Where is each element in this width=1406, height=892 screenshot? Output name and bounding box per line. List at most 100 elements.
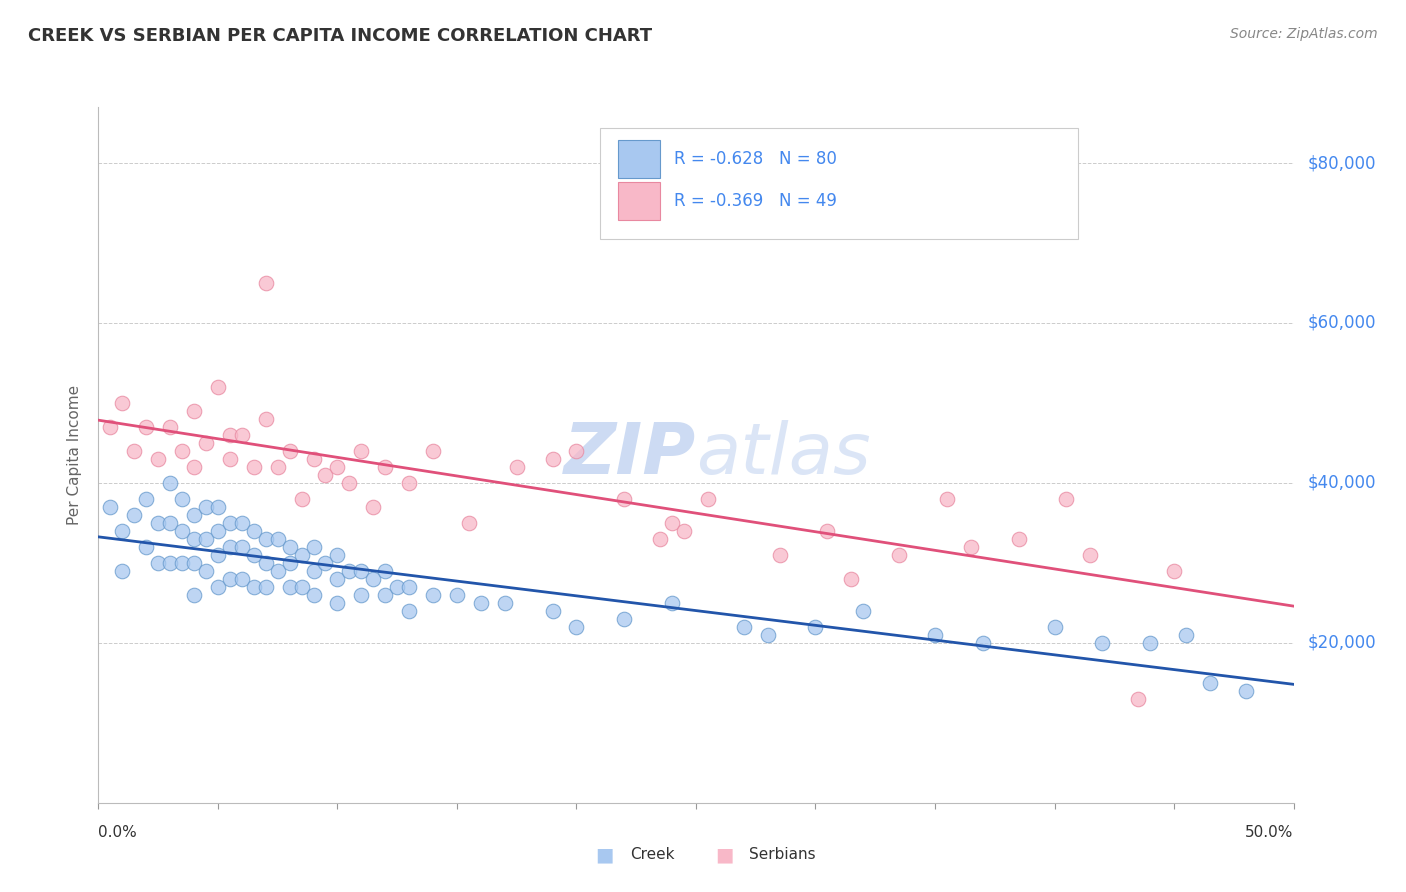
Point: [135, 491, 157, 506]
Point: [243, 548, 266, 562]
Text: Source: ZipAtlas.com: Source: ZipAtlas.com: [1230, 27, 1378, 41]
Point: [374, 459, 396, 474]
Point: [350, 564, 373, 578]
Point: [924, 628, 946, 642]
Point: [1091, 636, 1114, 650]
Point: [302, 564, 325, 578]
Point: [815, 524, 838, 538]
Point: [219, 451, 242, 466]
Point: [219, 428, 242, 442]
Text: CREEK VS SERBIAN PER CAPITA INCOME CORRELATION CHART: CREEK VS SERBIAN PER CAPITA INCOME CORRE…: [28, 27, 652, 45]
Point: [267, 564, 290, 578]
Point: [565, 444, 588, 458]
Point: [1198, 676, 1220, 690]
Point: [194, 500, 217, 514]
Point: [194, 564, 217, 578]
Point: [183, 459, 205, 474]
Point: [124, 444, 146, 458]
Point: [1128, 691, 1150, 706]
Point: [183, 532, 205, 546]
Point: [254, 276, 277, 290]
Point: [207, 500, 229, 514]
Point: [541, 451, 564, 466]
Text: ZIP: ZIP: [564, 420, 696, 490]
Point: [278, 556, 301, 570]
Point: [661, 516, 683, 530]
Point: [935, 491, 957, 506]
Point: [337, 564, 360, 578]
Point: [290, 548, 312, 562]
Point: [326, 459, 349, 474]
Point: [1007, 532, 1029, 546]
Text: R = -0.628   N = 80: R = -0.628 N = 80: [675, 150, 838, 169]
Point: [648, 532, 672, 546]
Point: [231, 572, 253, 586]
Point: [302, 451, 325, 466]
Point: [231, 516, 253, 530]
Text: $40,000: $40,000: [1308, 474, 1376, 491]
Point: [219, 516, 242, 530]
Point: [1139, 636, 1161, 650]
Point: [1054, 491, 1078, 506]
Point: [398, 580, 420, 594]
Point: [194, 532, 217, 546]
Point: [661, 596, 683, 610]
Point: [159, 556, 181, 570]
Point: [374, 564, 396, 578]
Point: [207, 524, 229, 538]
Point: [363, 572, 385, 586]
Point: [446, 588, 468, 602]
Point: [565, 620, 588, 634]
Point: [398, 604, 420, 618]
Point: [350, 588, 373, 602]
Text: R = -0.369   N = 49: R = -0.369 N = 49: [675, 192, 838, 210]
Point: [852, 604, 875, 618]
Point: [135, 420, 157, 434]
Text: $80,000: $80,000: [1308, 154, 1376, 172]
Point: [159, 475, 181, 490]
Text: Serbians: Serbians: [749, 847, 815, 862]
Point: [148, 556, 170, 570]
Point: [243, 580, 266, 594]
Point: [374, 588, 396, 602]
Point: [207, 548, 229, 562]
Text: ■: ■: [595, 845, 614, 864]
Point: [278, 540, 301, 554]
Point: [302, 588, 325, 602]
Point: [183, 404, 205, 418]
Y-axis label: Per Capita Income: Per Capita Income: [67, 384, 83, 525]
Point: [1080, 548, 1102, 562]
Point: [207, 580, 229, 594]
Point: [98, 420, 122, 434]
Point: [541, 604, 564, 618]
Point: [398, 475, 420, 490]
Point: [111, 524, 134, 538]
Text: Creek: Creek: [630, 847, 675, 862]
Point: [172, 524, 194, 538]
Point: [972, 636, 994, 650]
Point: [183, 556, 205, 570]
Text: 50.0%: 50.0%: [1246, 825, 1294, 840]
Point: [959, 540, 981, 554]
Text: $60,000: $60,000: [1308, 314, 1376, 332]
Point: [422, 444, 444, 458]
Point: [278, 580, 301, 594]
Point: [613, 491, 636, 506]
Point: [159, 516, 181, 530]
Point: [243, 459, 266, 474]
Point: [124, 508, 146, 522]
Point: [337, 475, 360, 490]
Point: [613, 612, 636, 626]
Text: atlas: atlas: [696, 420, 870, 490]
Point: [889, 548, 911, 562]
Point: [219, 572, 242, 586]
Point: [135, 540, 157, 554]
Point: [1043, 620, 1066, 634]
Point: [194, 436, 217, 450]
FancyBboxPatch shape: [619, 140, 661, 178]
Point: [470, 596, 492, 610]
Point: [278, 444, 301, 458]
Point: [254, 556, 277, 570]
Point: [422, 588, 444, 602]
Point: [458, 516, 481, 530]
